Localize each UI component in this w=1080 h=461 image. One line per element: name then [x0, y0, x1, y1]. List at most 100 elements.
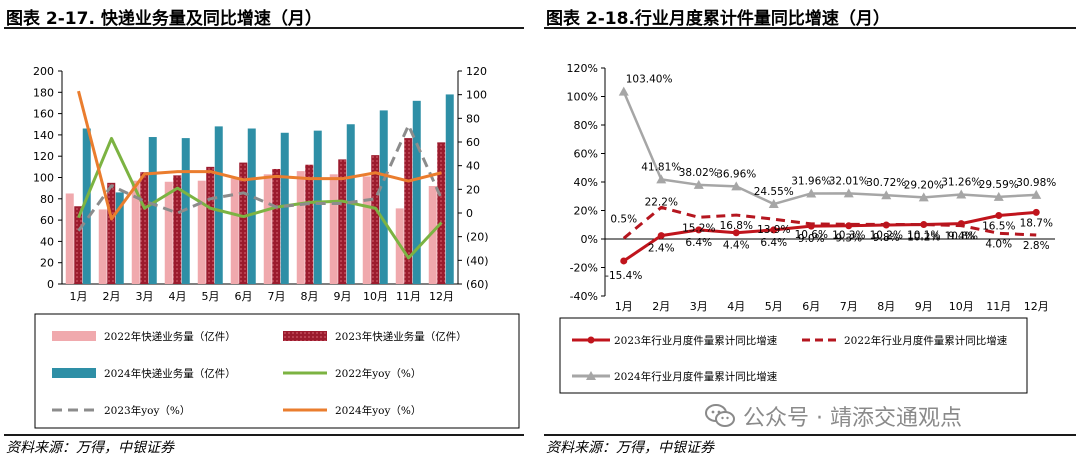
y-tick-label: 60% — [574, 148, 598, 161]
right-y-tick-label: 120 — [466, 65, 487, 78]
point-2024 — [768, 199, 779, 209]
bar-2022 — [65, 193, 74, 284]
legend-swatch — [283, 331, 327, 341]
left-y-tick-label: 0 — [47, 278, 54, 291]
legend-label: 2023年快递业务量（亿件） — [335, 330, 467, 343]
x-tick-label: 3月 — [690, 300, 708, 313]
legend-label: 2022年yoy（%） — [335, 367, 421, 380]
y-tick-label: -40% — [570, 290, 598, 303]
bar-2023 — [239, 162, 248, 284]
x-tick-label: 7月 — [840, 300, 858, 313]
point-2024 — [918, 192, 929, 202]
y-tick-label: 40% — [574, 176, 598, 189]
right-chart-panel: 图表 2-18.行业月度累计件量同比增速（月） -40% -20% 0% 20% 40%… — [540, 0, 1080, 461]
wechat-watermark: 公众号 · 靖添交通观点 — [705, 399, 1050, 433]
bar-2023 — [305, 164, 314, 284]
data-label-2024: 38.02% — [679, 167, 719, 179]
data-label-2023: 6.4% — [760, 237, 787, 249]
bar-2024 — [379, 110, 388, 284]
legend-marker — [587, 336, 595, 344]
left-y-tick-label: 80 — [40, 193, 54, 206]
bar-2022 — [131, 180, 140, 284]
bar-2023 — [74, 206, 83, 284]
point-2024 — [693, 179, 704, 189]
x-tick-label: 1月 — [70, 290, 88, 303]
right-title-rule — [544, 27, 1076, 29]
point-2023 — [845, 222, 853, 230]
point-2023 — [770, 226, 778, 234]
bar-2022 — [230, 178, 239, 284]
point-2024 — [731, 181, 742, 191]
line-2024-yoy — [77, 90, 442, 221]
right-chart-title: 图表 2-18.行业月度累计件量同比增速（月） — [546, 9, 890, 29]
point-2024 — [843, 188, 854, 198]
left-y-tick-label: 160 — [33, 108, 54, 121]
point-2023 — [995, 211, 1003, 219]
bar-2022 — [98, 209, 107, 284]
legend-label: 2023年yoy（%） — [104, 404, 190, 417]
express-volume-chart: 0 20 40 60 80 100 120 140 160 180 200 (60) (40) (20) 0… — [33, 65, 520, 429]
line-2022-cumulative — [622, 205, 1037, 240]
x-tick-label: 3月 — [136, 290, 154, 303]
bar-2022 — [296, 171, 305, 284]
bar-2023 — [272, 168, 281, 284]
data-label-2022: 2.8% — [1023, 240, 1050, 252]
point-2024 — [881, 190, 892, 200]
x-tick-label: 2月 — [103, 290, 121, 303]
bar-2023 — [173, 175, 182, 284]
legend-swatch — [52, 368, 96, 378]
x-tick-label: 10月 — [363, 290, 388, 303]
point-2023 — [657, 232, 665, 240]
right-y-tick-label: 20 — [466, 183, 480, 196]
left-title-rule — [4, 27, 524, 29]
bar-2023 — [338, 159, 347, 284]
x-tick-label: 4月 — [169, 290, 187, 303]
x-tick-label: 11月 — [986, 300, 1011, 313]
x-tick-label: 12月 — [429, 290, 454, 303]
point-2023 — [920, 220, 928, 228]
data-label-2022: 10.6% — [795, 229, 828, 241]
x-tick-label: 6月 — [235, 290, 253, 303]
x-tick-label: 5月 — [765, 300, 783, 313]
y-tick-label: 100% — [567, 91, 598, 104]
data-label-2022: 13.9% — [757, 224, 790, 236]
right-y-tick-label: 0 — [466, 207, 473, 220]
right-y-tick-label: (20) — [466, 231, 489, 244]
point-2023 — [732, 229, 740, 237]
left-y-tick-label: 120 — [33, 150, 54, 163]
right-y-tick-label: (60) — [466, 278, 489, 291]
bar-2023 — [437, 142, 446, 284]
x-tick-label: 8月 — [301, 290, 319, 303]
cumulative-growth-chart: -40% -20% 0% 20% 40% 60% 80% 100% 120% 1月 2月 3月 4月 5月… — [559, 62, 1056, 394]
bar-2024 — [280, 132, 289, 284]
bar-2022 — [197, 180, 206, 284]
point-2023 — [1032, 208, 1040, 216]
data-label-2023: 10.2% — [907, 231, 940, 243]
x-tick-label: 1月 — [615, 300, 633, 313]
x-tick-label: 12月 — [1024, 300, 1049, 313]
data-label-2023: 6.4% — [685, 237, 712, 249]
line-2022-yoy — [77, 136, 443, 260]
point-2024 — [1031, 189, 1042, 199]
x-tick-label: 8月 — [877, 300, 895, 313]
left-chart-panel: 图表 2-17. 快递业务量及同比增速（月） 0 20 40 60 80 100 120 14… — [0, 0, 528, 461]
bar-2022 — [329, 174, 338, 284]
left-y-tick-label: 180 — [33, 86, 54, 99]
right-y-tick-label: (40) — [466, 254, 489, 267]
right-source-rule — [544, 434, 1076, 436]
data-label-2022: 22.2% — [645, 196, 678, 208]
legend-label: 2024年行业月度件量累计同比增速 — [614, 370, 778, 383]
data-label-2023: 4.4% — [723, 240, 750, 252]
right-y-tick-label: 40 — [466, 160, 480, 173]
left-y-tick-label: 100 — [33, 172, 54, 185]
x-tick-label: 10月 — [949, 300, 974, 313]
y-tick-label: 120% — [567, 62, 598, 75]
bar-2023 — [140, 172, 149, 284]
y-tick-label: 20% — [574, 205, 598, 218]
line-2024-cumulative — [622, 91, 1037, 206]
x-tick-label: 6月 — [802, 300, 820, 313]
data-label-2024: 29.59% — [979, 179, 1019, 191]
legend-label: 2024年快递业务量（亿件） — [104, 367, 236, 380]
x-tick-label: 5月 — [202, 290, 220, 303]
legend-swatch — [52, 331, 96, 341]
